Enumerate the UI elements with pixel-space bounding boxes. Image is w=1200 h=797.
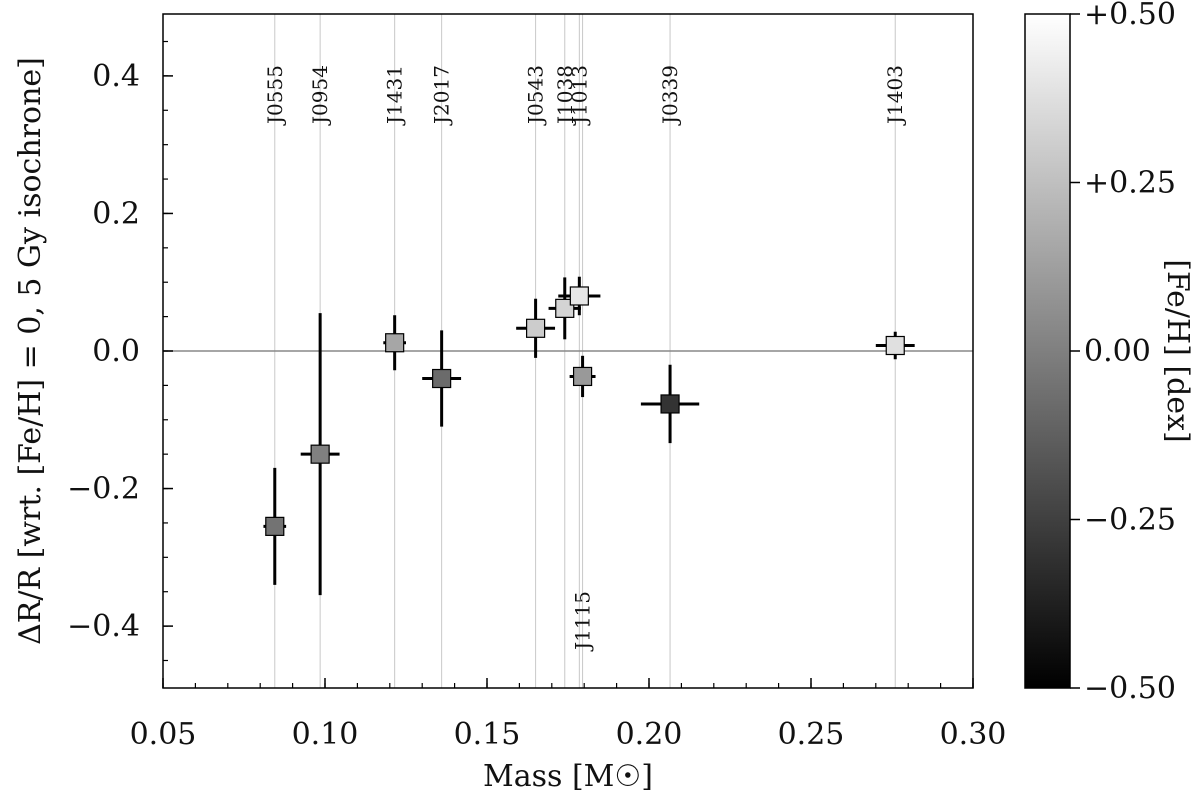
x-tick-label: 0.05 [130, 717, 197, 752]
data-point [432, 368, 452, 389]
y-tick-label: 0.2 [92, 196, 140, 231]
data-point [569, 286, 589, 306]
data-point [265, 516, 285, 536]
star-label: J1115 [571, 591, 595, 652]
colorbar-tick-label: −0.50 [1084, 671, 1176, 706]
colorbar-tick-label: +0.25 [1084, 166, 1176, 201]
data-point [525, 318, 546, 338]
y-axis-label: ΔR/R [wrt. [Fe/H] = 0, 5 Gy isochrone] [13, 57, 48, 645]
colorbar-ticks: −0.50 −0.25 0.00 +0.25 +0.50 [1070, 0, 1176, 706]
data-point [385, 333, 405, 353]
x-tick-label: 0.20 [616, 717, 683, 752]
star-label: J1013 [567, 65, 591, 126]
y-axis: −0.4 −0.2 0.0 0.2 0.4 [67, 40, 173, 662]
x-axis: 0.05 0.10 0.15 0.20 0.25 0.30 [130, 678, 1007, 752]
star-label: J1403 [883, 65, 907, 126]
colorbar-label: [Fe/H] [dex] [1160, 259, 1195, 442]
star-label: J0555 [263, 65, 287, 126]
star-label: J2017 [430, 65, 454, 126]
x-tick-label: 0.30 [940, 717, 1007, 752]
y-tick-label: 0.0 [92, 334, 140, 369]
star-label: J1038 [553, 65, 577, 126]
colorbar-tick-label: 0.00 [1084, 334, 1151, 369]
y-tick-label: −0.4 [67, 609, 140, 644]
x-tick-label: 0.10 [292, 717, 359, 752]
y-tick-label: 0.4 [92, 59, 140, 94]
data-point [885, 335, 905, 356]
colorbar-tick-label: −0.25 [1084, 503, 1176, 538]
star-label: J0954 [308, 65, 332, 126]
data-point [572, 366, 593, 387]
data-points [263, 276, 915, 596]
data-point [660, 394, 680, 414]
star-label: J0543 [524, 65, 548, 126]
colorbar: −0.50 −0.25 0.00 +0.25 +0.50 [Fe/H] [dex] [1024, 0, 1195, 706]
y-tick-label: −0.2 [67, 472, 140, 507]
data-point [555, 298, 575, 318]
star-label: J0339 [658, 65, 682, 126]
x-tick-label: 0.15 [454, 717, 521, 752]
colorbar-gradient [1024, 13, 1071, 689]
data-point [310, 444, 330, 464]
star-label: J1431 [383, 65, 407, 126]
x-axis-label: Mass [M☉] [483, 759, 653, 794]
x-tick-label: 0.25 [778, 717, 845, 752]
colorbar-tick-label: +0.50 [1084, 0, 1176, 32]
